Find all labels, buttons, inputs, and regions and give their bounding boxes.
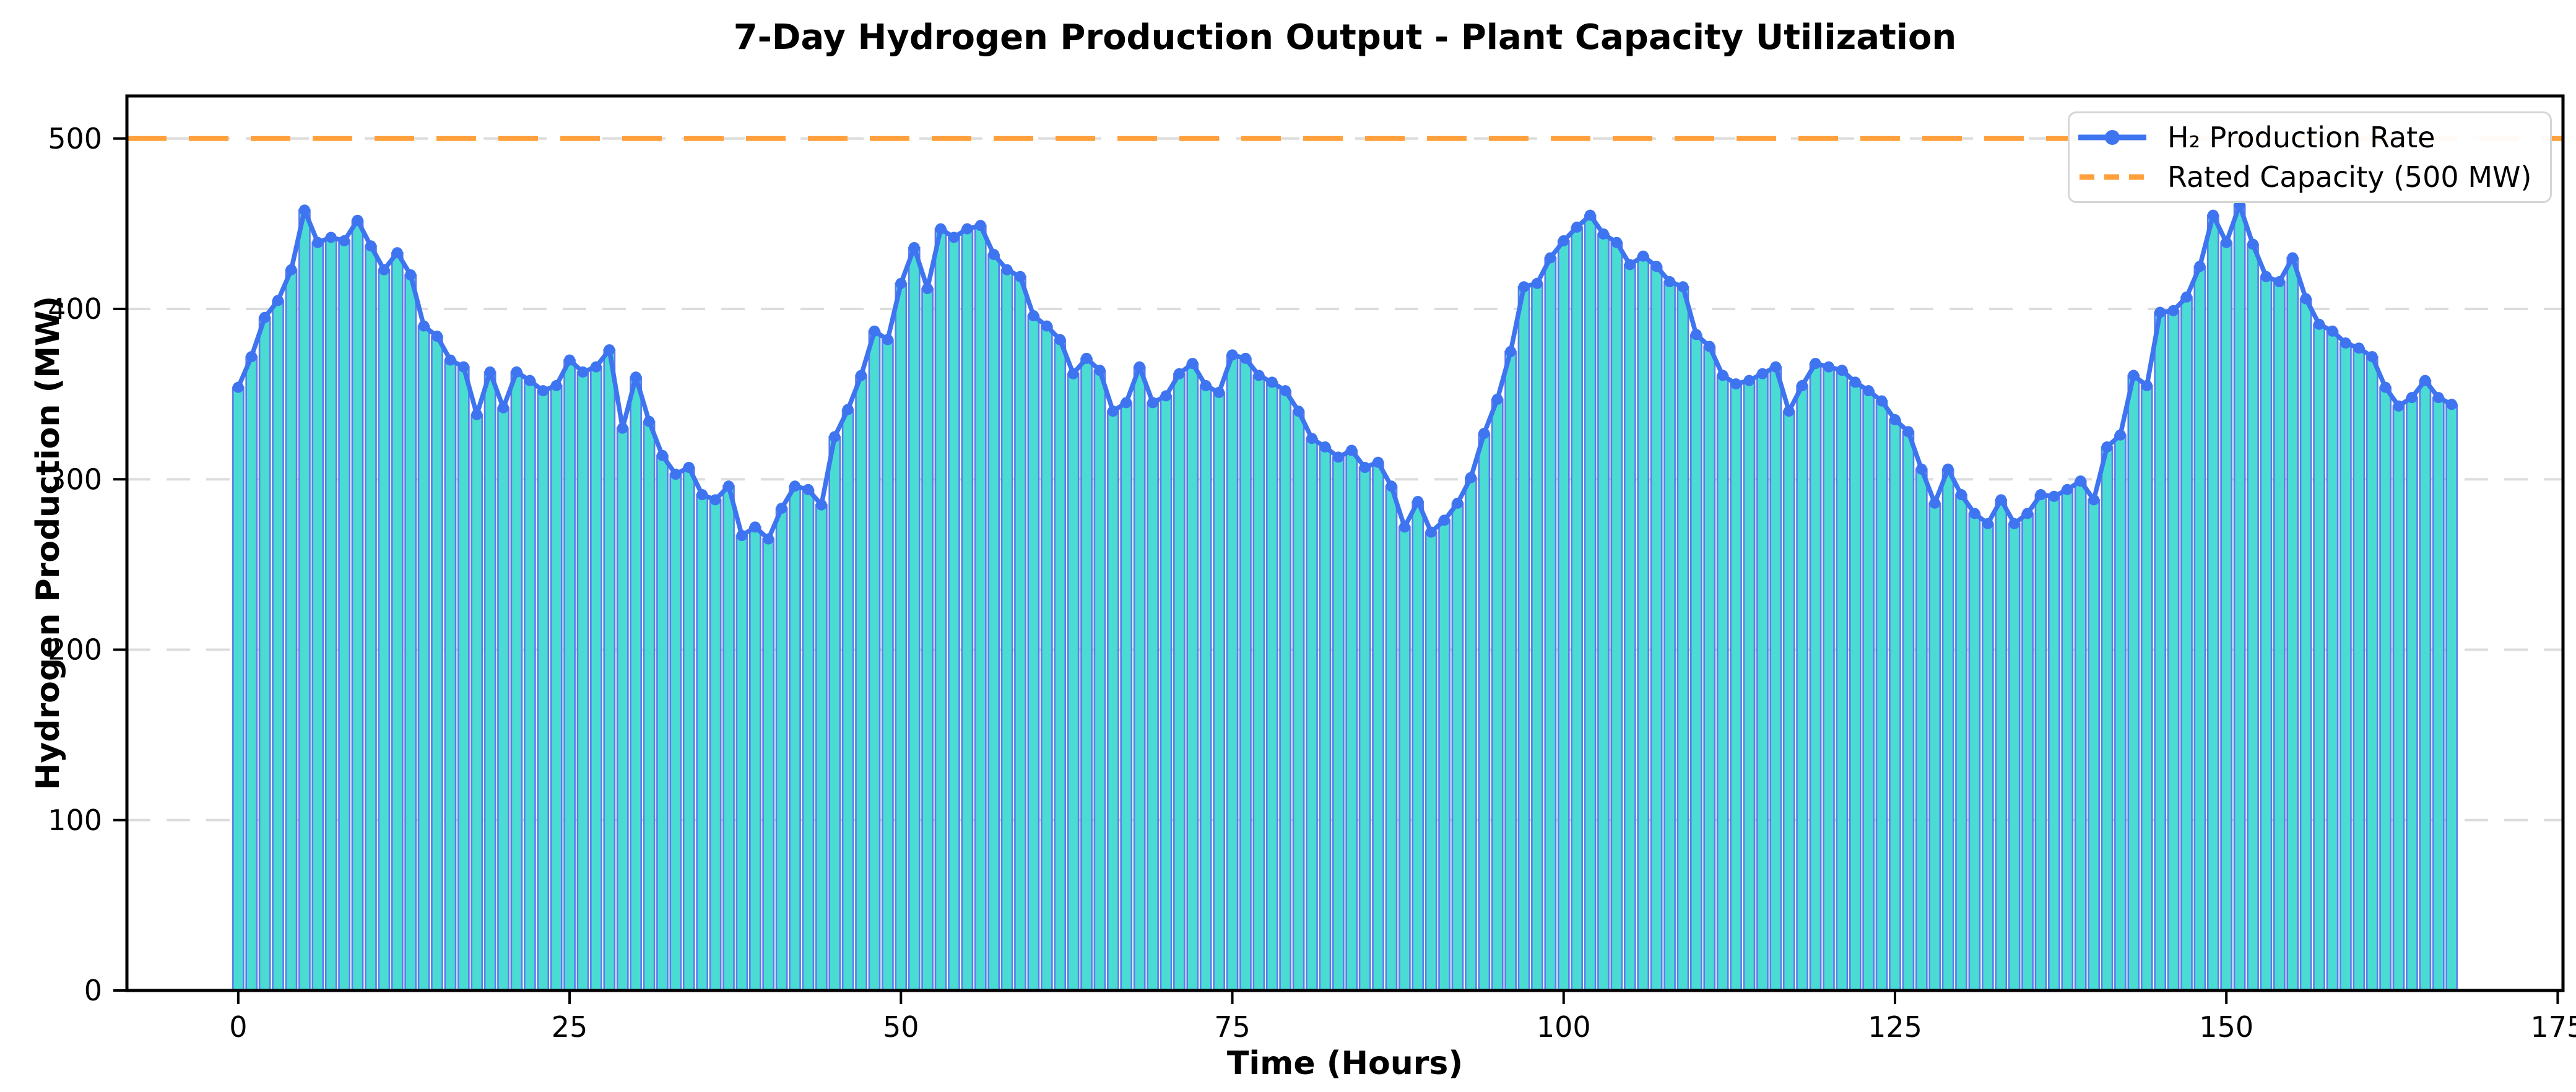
x-axis-label: Time (Hours) — [1226, 1045, 1464, 1082]
svg-text:100: 100 — [1537, 1010, 1591, 1044]
x-axis-ticks: 0 25 50 75 100 125 150 175 — [229, 990, 2576, 1044]
axes-spines — [125, 94, 2565, 992]
legend-item-h2-production: H₂ Production Rate — [2078, 118, 2544, 157]
chart-title: 7-Day Hydrogen Production Output - Plant… — [733, 17, 1957, 58]
svg-text:50: 50 — [883, 1010, 919, 1044]
svg-text:0: 0 — [229, 1010, 247, 1044]
svg-text:175: 175 — [2531, 1010, 2576, 1044]
svg-text:200: 200 — [48, 633, 102, 667]
svg-text:75: 75 — [1214, 1010, 1251, 1044]
y-axis-ticks: 0 100 200 300 400 500 — [48, 122, 127, 1007]
legend-label-rated-capacity: Rated Capacity (500 MW) — [2167, 160, 2532, 194]
y-axis-label: Hydrogen Production (MW) — [30, 295, 67, 791]
legend-item-rated-capacity: Rated Capacity (500 MW) — [2078, 158, 2544, 196]
legend-dashed-swatch — [2079, 174, 2145, 180]
svg-text:0: 0 — [84, 974, 102, 1007]
legend-line-marker-swatch — [2078, 130, 2146, 145]
svg-text:150: 150 — [2199, 1010, 2253, 1044]
svg-text:400: 400 — [48, 292, 102, 326]
svg-text:25: 25 — [552, 1010, 588, 1044]
svg-text:300: 300 — [48, 462, 102, 496]
svg-text:500: 500 — [48, 122, 102, 155]
svg-text:125: 125 — [1868, 1010, 1922, 1044]
h2-production-markers — [232, 199, 2458, 545]
legend: H₂ Production Rate Rated Capacity (500 M… — [2068, 111, 2552, 203]
svg-text:100: 100 — [48, 804, 102, 837]
legend-label-h2-production: H₂ Production Rate — [2167, 121, 2435, 154]
production-bars — [232, 204, 2458, 992]
